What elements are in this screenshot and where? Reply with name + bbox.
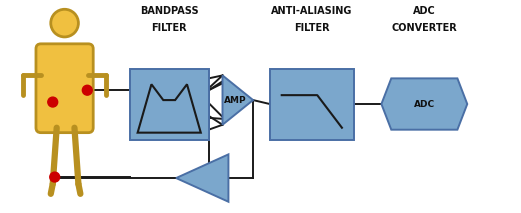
- Text: ADC: ADC: [414, 99, 435, 109]
- Circle shape: [48, 97, 58, 107]
- Text: ADC: ADC: [413, 6, 436, 16]
- Text: ANTI-ALIASING: ANTI-ALIASING: [271, 6, 353, 16]
- Polygon shape: [222, 75, 253, 125]
- FancyBboxPatch shape: [270, 69, 354, 140]
- FancyBboxPatch shape: [130, 69, 209, 140]
- Text: CONVERTER: CONVERTER: [391, 23, 457, 33]
- Circle shape: [51, 9, 78, 37]
- Text: BANDPASS: BANDPASS: [140, 6, 199, 16]
- Polygon shape: [381, 78, 467, 130]
- Text: AMP: AMP: [224, 96, 246, 105]
- Text: FILTER: FILTER: [152, 23, 187, 33]
- Polygon shape: [176, 154, 228, 202]
- FancyBboxPatch shape: [36, 44, 93, 133]
- Circle shape: [82, 85, 92, 95]
- Circle shape: [50, 172, 59, 182]
- Text: FILTER: FILTER: [294, 23, 330, 33]
